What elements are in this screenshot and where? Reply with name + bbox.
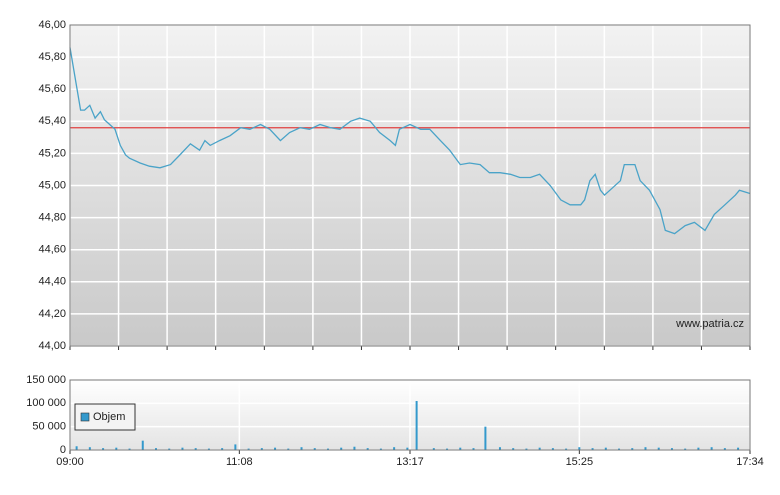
volume-bar bbox=[353, 446, 356, 450]
volume-bar bbox=[406, 447, 409, 450]
volume-bar bbox=[631, 448, 634, 450]
volume-bar bbox=[154, 448, 157, 450]
volume-bar bbox=[168, 448, 171, 450]
volume-bar bbox=[393, 447, 396, 450]
volume-bar bbox=[432, 448, 435, 450]
volume-bar bbox=[697, 447, 700, 450]
y-tick-label: 45,80 bbox=[38, 51, 66, 63]
volume-bar bbox=[181, 447, 184, 450]
volume-bar bbox=[221, 448, 224, 450]
volume-bar bbox=[274, 447, 277, 450]
y-tick-label: 46,00 bbox=[38, 19, 66, 31]
volume-bar bbox=[484, 426, 487, 450]
volume-bar bbox=[684, 448, 687, 450]
y-tick-label: 45,20 bbox=[38, 147, 66, 159]
volume-bar bbox=[565, 448, 568, 450]
volume-bar bbox=[525, 448, 528, 450]
y-tick-label: 45,40 bbox=[38, 115, 66, 127]
volume-bar bbox=[618, 448, 621, 450]
y-tick-label: 44,40 bbox=[38, 276, 66, 288]
y-tick-label: 150 000 bbox=[26, 374, 66, 386]
volume-bar bbox=[300, 447, 303, 450]
volume-bar bbox=[379, 448, 382, 450]
volume-bar bbox=[287, 448, 290, 450]
x-tick-label: 11:08 bbox=[226, 456, 253, 468]
volume-bar bbox=[234, 444, 237, 450]
volume-bar bbox=[578, 447, 581, 450]
volume-bar bbox=[512, 448, 515, 450]
volume-bar bbox=[459, 447, 462, 450]
y-tick-label: 44,00 bbox=[38, 340, 66, 352]
volume-bar bbox=[326, 448, 329, 450]
volume-bar bbox=[260, 448, 263, 450]
plot-border bbox=[69, 24, 751, 347]
volume-bar bbox=[723, 448, 726, 450]
y-tick-label: 45,00 bbox=[38, 179, 66, 191]
volume-bar bbox=[446, 448, 449, 450]
volume-bar bbox=[141, 440, 144, 450]
y-tick-label: 44,20 bbox=[38, 308, 66, 320]
volume-bar bbox=[498, 447, 501, 450]
x-tick-label: 17:34 bbox=[736, 456, 764, 468]
volume-bar bbox=[551, 448, 554, 450]
legend-box bbox=[74, 403, 136, 431]
y-tick-label: 0 bbox=[60, 444, 66, 456]
volume-bar bbox=[247, 448, 250, 450]
volume-bar bbox=[102, 448, 105, 450]
volume-bar bbox=[657, 447, 660, 450]
plot-border bbox=[69, 379, 751, 451]
y-tick-label: 100 000 bbox=[26, 397, 66, 409]
x-tick-label: 13:17 bbox=[396, 456, 424, 468]
y-tick-label: 45,60 bbox=[38, 83, 66, 95]
legend-swatch bbox=[80, 412, 90, 422]
volume-bar bbox=[75, 446, 78, 450]
y-tick-label: 44,60 bbox=[38, 244, 66, 256]
volume-bar bbox=[670, 448, 673, 450]
volume-bar bbox=[644, 447, 647, 450]
volume-bar bbox=[115, 447, 118, 450]
volume-bar bbox=[737, 447, 740, 450]
watermark: www.patria.cz bbox=[675, 318, 744, 330]
volume-bar bbox=[604, 447, 607, 450]
volume-bar bbox=[538, 447, 541, 450]
price-line bbox=[69, 47, 751, 235]
y-tick-label: 50 000 bbox=[32, 421, 66, 433]
x-tick-label: 09:00 bbox=[56, 456, 84, 468]
volume-bar bbox=[710, 447, 713, 450]
x-tick-label: 15:25 bbox=[566, 456, 594, 468]
volume-bar bbox=[340, 447, 343, 450]
volume-bar bbox=[194, 448, 197, 450]
volume-bar bbox=[415, 401, 418, 450]
volume-bar bbox=[128, 448, 131, 450]
volume-bar bbox=[207, 448, 210, 450]
legend-label: Objem bbox=[93, 411, 125, 423]
volume-bar bbox=[366, 448, 369, 450]
volume-bar bbox=[472, 448, 475, 450]
volume-bar bbox=[591, 448, 594, 450]
volume-bar bbox=[313, 448, 316, 450]
y-tick-label: 44,80 bbox=[38, 212, 66, 224]
volume-bar bbox=[88, 447, 91, 450]
